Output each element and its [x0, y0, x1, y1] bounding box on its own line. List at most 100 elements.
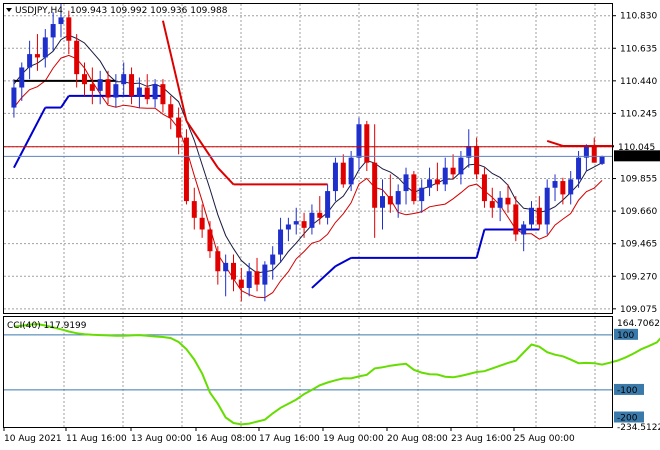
candle-body-59 [474, 145, 480, 175]
candle-body-32 [262, 264, 268, 285]
candle-body-13 [113, 84, 119, 98]
candle-body-63 [505, 197, 511, 205]
candle-body-11 [97, 79, 103, 91]
candle-body-30 [246, 271, 252, 288]
candle-body-45 [364, 124, 370, 163]
candles [11, 4, 605, 302]
candle-body-46 [372, 162, 378, 208]
candle-body-55 [442, 167, 448, 185]
price-tick-label-9: 109.075 [620, 305, 657, 315]
candle-body-4 [42, 37, 48, 58]
candle-body-62 [497, 197, 503, 208]
candle-body-54 [434, 179, 440, 185]
trend-line-red-0 [161, 20, 188, 122]
candle-body-36 [293, 221, 299, 225]
candle-body-6 [58, 17, 64, 25]
candle-body-66 [529, 207, 534, 225]
cci-tick-bg-1 [614, 328, 638, 340]
candle-body-9 [82, 74, 87, 85]
candle-body-23 [191, 201, 197, 218]
candle-body-38 [309, 212, 315, 228]
time-label-7: 23 Aug 16:00 [451, 434, 512, 444]
candle-body-33 [270, 254, 276, 265]
candle-body-35 [285, 224, 291, 230]
time-label-1: 11 Aug 16:00 [66, 434, 127, 444]
collapse-triangle-icon[interactable] [6, 8, 12, 12]
candle-body-72 [576, 157, 582, 180]
candle-body-18 [152, 84, 158, 100]
trend-line-blue-0 [13, 137, 31, 169]
candle-body-29 [238, 279, 244, 288]
candle-body-40 [325, 191, 331, 218]
trend-line-red-b-0 [546, 140, 564, 147]
price-panel: 110.830 110.635 110.440 110.245 110.045 109.8… [3, 3, 660, 315]
price-tick-label-1: 110.635 [620, 44, 657, 54]
candle-body-39 [317, 212, 323, 218]
candle-body-22 [183, 137, 189, 202]
candle-body-60 [481, 174, 487, 202]
candle-body-69 [552, 181, 558, 188]
time-label-6: 20 Aug 08:00 [387, 434, 448, 444]
candle-body-65 [521, 224, 527, 235]
candle-body-56 [450, 167, 456, 175]
trend-line-blue-b-1 [334, 256, 352, 268]
candle-body-15 [129, 74, 135, 96]
candle-body-3 [34, 54, 40, 58]
candle-body-71 [568, 179, 574, 195]
candle-body-8 [74, 40, 80, 75]
candle-body-31 [254, 271, 260, 285]
candle-body-28 [231, 262, 236, 280]
candle-body-47 [380, 196, 385, 208]
candle-body-44 [356, 124, 362, 158]
trend-line-red-1 [185, 120, 219, 169]
cci-line [13, 323, 660, 426]
candle-body-42 [340, 162, 346, 185]
trend-line-blue-3 [60, 95, 70, 109]
moving-average-red [13, 54, 603, 299]
candle-body-41 [332, 162, 338, 192]
candle-body-37 [301, 221, 307, 228]
candle-body-34 [278, 229, 284, 255]
cci-title: CCI(40) 117.9199 [7, 321, 87, 331]
candle-body-67 [536, 207, 542, 225]
candle-body-75 [599, 156, 605, 164]
time-label-8: 25 Aug 00:00 [514, 434, 575, 444]
cci-tick-bg-3 [614, 411, 644, 423]
time-label-3: 16 Aug 08:00 [196, 434, 257, 444]
cci-tick-bg-2 [614, 383, 644, 395]
candle-body-58 [466, 145, 472, 158]
trend-line-blue-b-3 [475, 229, 486, 259]
candle-body-68 [544, 187, 550, 225]
price-tick-label-3: 110.245 [620, 109, 657, 119]
candle-body-24 [199, 217, 205, 230]
price-lines [4, 146, 612, 157]
candle-body-7 [66, 17, 72, 41]
candle-body-21 [176, 117, 182, 138]
candle-body-17 [144, 87, 150, 100]
candle-body-2 [27, 54, 33, 68]
cci-tick-label-3: -200 [617, 413, 638, 423]
cci-tick-label-1: 100 [617, 331, 634, 341]
trend-line-blue-1 [28, 107, 47, 139]
candle-body-61 [489, 201, 495, 208]
cci-panel: 164.7062 100 -100 -200-234.5122 CCI(40) 117… [3, 316, 660, 433]
candle-body-50 [403, 174, 409, 192]
candle-body-48 [387, 196, 393, 205]
candle-body-53 [427, 179, 433, 188]
candle-body-64 [513, 204, 519, 235]
candle-body-27 [223, 262, 229, 272]
candle-body-70 [560, 181, 566, 195]
candle-body-0 [11, 87, 17, 108]
price-panel-frame [3, 3, 613, 314]
candle-body-10 [89, 84, 95, 91]
candle-body-19 [160, 84, 166, 105]
price-tick-label-5: 109.855 [620, 175, 657, 185]
price-tick-label-2: 110.440 [620, 77, 657, 87]
candle-body-73 [583, 145, 589, 158]
price-tick-label-0: 110.830 [620, 12, 657, 22]
candle-body-16 [136, 87, 142, 96]
bid-label-bg [614, 150, 660, 162]
bid-label: 109.988 [618, 152, 655, 162]
cci-axis: 164.7062 100 -100 -200-234.5122 [614, 319, 660, 433]
